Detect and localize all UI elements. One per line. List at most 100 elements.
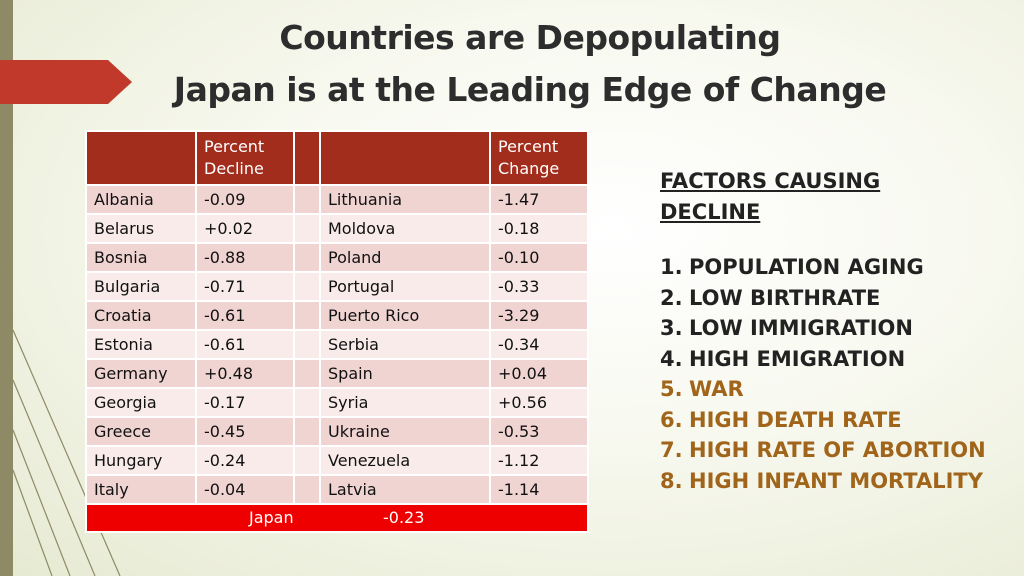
value-right-cell: -0.53 <box>489 416 589 447</box>
country-right-cell: Moldova <box>319 213 491 244</box>
factor-number: 6. <box>660 407 683 432</box>
country-right-cell: Poland <box>319 242 491 273</box>
factor-number: 3. <box>660 316 683 340</box>
spacer-cell <box>293 213 321 244</box>
footer-country: Japan <box>249 508 294 527</box>
country-right-cell: Spain <box>319 358 491 389</box>
table-row: Bulgaria -0.71 Portugal -0.33 <box>85 271 589 302</box>
country-left-cell: Georgia <box>85 387 197 418</box>
factor-item: 6. HIGH DEATH RATE <box>660 405 990 436</box>
value-left-cell: +0.02 <box>195 213 295 244</box>
factors-heading: FACTORS CAUSING DECLINE <box>660 169 881 224</box>
decorative-stripes <box>12 329 121 576</box>
table-row: Belarus +0.02 Moldova -0.18 <box>85 213 589 244</box>
factor-number: 2. <box>660 285 683 310</box>
spacer-cell <box>293 184 321 215</box>
header-percent-change: Percent Change <box>489 130 589 186</box>
table-footer-row: Japan -0.23 <box>85 503 589 533</box>
header-country-left <box>85 130 197 186</box>
value-left-cell: -0.61 <box>195 329 295 360</box>
page-title-line2: Japan is at the Leading Edge of Change <box>173 70 887 109</box>
value-right-cell: -1.12 <box>489 445 589 476</box>
factor-item: 3. LOW IMMIGRATION <box>660 313 990 344</box>
country-left-cell: Hungary <box>85 445 197 476</box>
country-right-cell: Syria <box>319 387 491 418</box>
country-right-cell: Puerto Rico <box>319 300 491 331</box>
table-header-row: Percent Decline Percent Change <box>85 130 589 186</box>
factor-number: 5. <box>660 377 683 401</box>
factor-text: HIGH EMIGRATION <box>689 346 906 371</box>
country-left-cell: Italy <box>85 474 197 505</box>
spacer-cell <box>293 242 321 273</box>
factor-text: LOW BIRTHRATE <box>689 285 881 310</box>
value-left-cell: +0.48 <box>195 358 295 389</box>
table-row: Estonia -0.61 Serbia -0.34 <box>85 329 589 360</box>
spacer-cell <box>293 387 321 418</box>
factor-text: POPULATION AGING <box>689 255 924 279</box>
factor-number: 1. <box>660 255 683 279</box>
factor-item: 4. HIGH EMIGRATION <box>660 344 990 375</box>
country-right-cell: Latvia <box>319 474 491 505</box>
page-title-line1: Countries are Depopulating <box>279 18 781 57</box>
factor-item: 2. LOW BIRTHRATE <box>660 283 990 314</box>
factor-text: HIGH DEATH RATE <box>689 407 902 432</box>
value-right-cell: +0.56 <box>489 387 589 418</box>
spacer-cell <box>293 329 321 360</box>
table-row: Albania -0.09 Lithuania -1.47 <box>85 184 589 215</box>
value-left-cell: -0.17 <box>195 387 295 418</box>
country-right-cell: Portugal <box>319 271 491 302</box>
value-right-cell: -0.33 <box>489 271 589 302</box>
spacer-cell <box>293 271 321 302</box>
factor-text: HIGH RATE OF ABORTION <box>689 438 986 462</box>
factor-text: WAR <box>689 377 744 401</box>
spacer-cell <box>293 300 321 331</box>
factor-number: 8. <box>660 468 683 493</box>
value-left-cell: -0.61 <box>195 300 295 331</box>
factor-number: 4. <box>660 346 683 371</box>
title-arrow-tab <box>0 60 132 104</box>
value-left-cell: -0.09 <box>195 184 295 215</box>
spacer-cell <box>293 358 321 389</box>
factors-list: 1. POPULATION AGING 2. LOW BIRTHRATE 3. LOW I… <box>660 252 990 496</box>
value-left-cell: -0.04 <box>195 474 295 505</box>
header-percent-decline: Percent Decline <box>195 130 295 186</box>
value-left-cell: -0.24 <box>195 445 295 476</box>
country-right-cell: Venezuela <box>319 445 491 476</box>
factor-item: 8. HIGH INFANT MORTALITY <box>660 466 990 497</box>
factor-item: 5. WAR <box>660 374 990 405</box>
factor-item: 1. POPULATION AGING <box>660 252 990 283</box>
left-decorative-bar <box>0 0 13 576</box>
table-row: Germany +0.48 Spain +0.04 <box>85 358 589 389</box>
spacer-cell <box>293 474 321 505</box>
value-right-cell: -1.47 <box>489 184 589 215</box>
spacer-cell <box>293 416 321 447</box>
value-left-cell: -0.45 <box>195 416 295 447</box>
country-left-cell: Estonia <box>85 329 197 360</box>
value-right-cell: -0.10 <box>489 242 589 273</box>
value-right-cell: -3.29 <box>489 300 589 331</box>
country-left-cell: Bulgaria <box>85 271 197 302</box>
value-right-cell: +0.04 <box>489 358 589 389</box>
table-row: Italy -0.04 Latvia -1.14 <box>85 474 589 505</box>
table-body: Albania -0.09 Lithuania -1.47 Belarus +0.02 Mo… <box>85 184 589 505</box>
value-right-cell: -1.14 <box>489 474 589 505</box>
footer-value: -0.23 <box>383 508 425 527</box>
value-left-cell: -0.71 <box>195 271 295 302</box>
table-row: Hungary -0.24 Venezuela -1.12 <box>85 445 589 476</box>
factor-text: HIGH INFANT MORTALITY <box>689 468 983 493</box>
country-right-cell: Lithuania <box>319 184 491 215</box>
population-change-table: Percent Decline Percent Change Albania -0… <box>85 130 589 533</box>
country-left-cell: Bosnia <box>85 242 197 273</box>
spacer-cell <box>293 445 321 476</box>
country-left-cell: Albania <box>85 184 197 215</box>
table-row: Greece -0.45 Ukraine -0.53 <box>85 416 589 447</box>
country-left-cell: Greece <box>85 416 197 447</box>
table-row: Georgia -0.17 Syria +0.56 <box>85 387 589 418</box>
header-country-right <box>319 130 491 186</box>
country-right-cell: Serbia <box>319 329 491 360</box>
value-right-cell: -0.34 <box>489 329 589 360</box>
footer-cell: Japan -0.23 <box>85 503 589 533</box>
country-left-cell: Belarus <box>85 213 197 244</box>
value-left-cell: -0.88 <box>195 242 295 273</box>
header-spacer <box>293 130 321 186</box>
